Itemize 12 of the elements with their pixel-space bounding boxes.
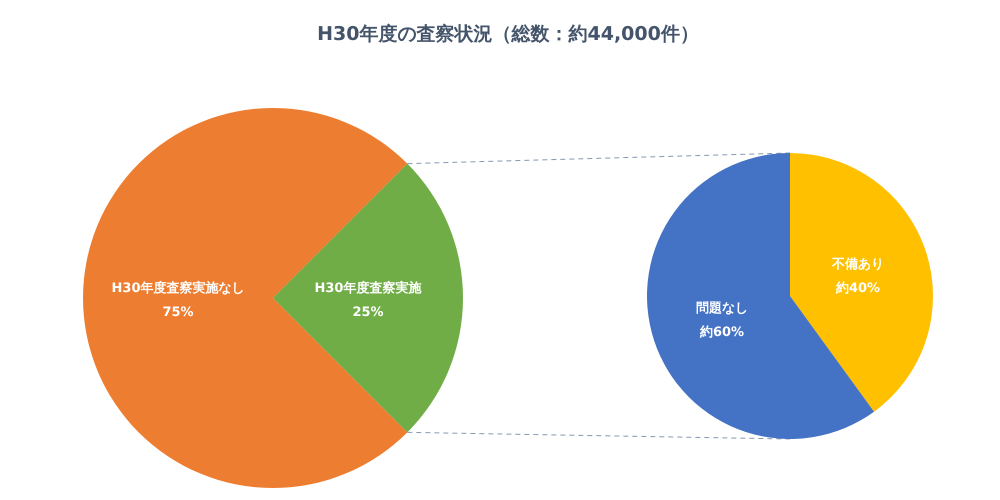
data-label: 約40% xyxy=(834,280,880,296)
pie-slice xyxy=(273,164,463,432)
text: H30年度の査察状況（総数：約44,000件） xyxy=(317,23,699,45)
data-label: 75% xyxy=(162,305,194,320)
slice-label: 問題なし xyxy=(696,301,748,316)
slice-label: 不備あり xyxy=(831,256,884,272)
slice-label: H30年度査察実施 xyxy=(314,280,422,296)
pie-slice xyxy=(83,108,408,488)
data-label: 約60% xyxy=(698,325,744,340)
slice-label: H30年度査察実施なし xyxy=(112,280,244,296)
pie-slice xyxy=(790,153,933,412)
data-label: 25% xyxy=(352,305,384,320)
